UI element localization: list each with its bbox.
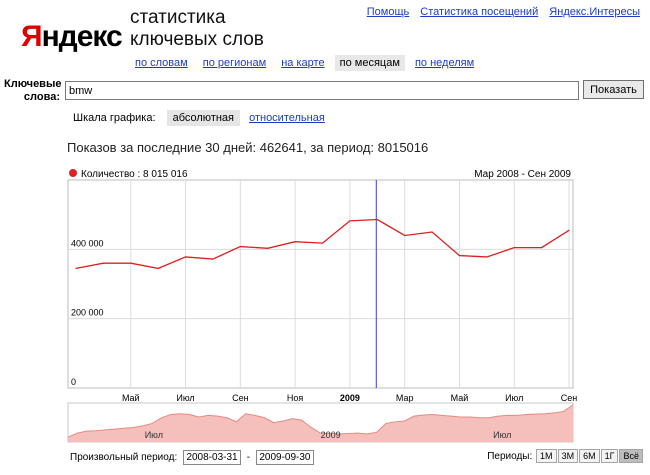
period-all-button[interactable]: Всё	[619, 449, 643, 463]
x-tick-label: Июл	[505, 393, 523, 403]
main-chart: Количество : 8 015 016 Мар 2008 - Сен 200…	[67, 169, 578, 403]
tab-by-weeks[interactable]: по неделям	[414, 57, 475, 69]
period-separator: -	[246, 452, 251, 464]
period-3m-button[interactable]: 3M	[557, 449, 579, 463]
x-tick-label: Мар	[396, 393, 414, 403]
series-point	[404, 234, 406, 237]
tab-by-words[interactable]: по словам	[135, 57, 188, 69]
y-tick-label: 0	[71, 377, 76, 387]
y-tick-label: 400 000	[71, 238, 104, 248]
x-tick-label: Сен	[561, 393, 578, 403]
series-point	[184, 256, 187, 258]
show-button[interactable]: Показать	[583, 80, 644, 99]
overview-label: Июл	[145, 430, 163, 440]
period-end-input[interactable]: 2009-09-30	[255, 450, 314, 465]
scale-relative[interactable]: относительная	[249, 112, 325, 124]
series-point	[349, 220, 351, 222]
x-tick-label: Ноя	[287, 393, 304, 403]
series-point	[458, 254, 461, 257]
periods-label: Периоды:	[487, 451, 533, 462]
top-links: Помощь Статистика посещений Яндекс.Интер…	[359, 6, 640, 18]
series-point	[321, 242, 324, 244]
series-point	[212, 258, 214, 260]
series-point	[294, 241, 296, 243]
series-point	[568, 229, 570, 231]
yandex-logo[interactable]: Яндекс	[21, 20, 123, 54]
tab-by-months[interactable]: по месяцам	[334, 55, 405, 71]
series-point	[513, 247, 515, 249]
x-tick-label: Сен	[232, 393, 249, 403]
date-range-label: Мар 2008 - Сен 2009	[474, 169, 571, 180]
plot-frame	[67, 179, 574, 389]
series-point	[102, 262, 104, 264]
x-tick-label: 2009	[340, 393, 360, 403]
series-point	[75, 267, 77, 269]
overview-line	[67, 404, 574, 438]
logo-first-letter: Я	[21, 20, 43, 53]
chart[interactable]: Количество : 8 015 016 Мар 2008 - Сен 200…	[0, 160, 650, 445]
yandex-interests-link[interactable]: Яндекс.Интересы	[549, 6, 640, 18]
x-tick-label: Май	[122, 393, 140, 403]
x-tick-label: Июл	[176, 393, 194, 403]
custom-period-label: Произвольный период:	[70, 452, 178, 464]
service-title-line1: статистика	[130, 7, 226, 28]
series-point	[541, 247, 543, 249]
series-point	[239, 245, 241, 248]
service-title-line2: ключевых слов	[130, 29, 264, 50]
series-point	[486, 256, 488, 258]
visit-stats-link[interactable]: Статистика посещений	[420, 6, 539, 18]
series-point	[376, 218, 378, 221]
custom-period: Произвольный период: 2008-03-31 - 2009-0…	[70, 450, 317, 465]
series-point	[130, 262, 132, 264]
service-title: статистика ключевых слов	[130, 7, 264, 51]
scale-label: Шкала графика:	[73, 112, 156, 124]
series-point	[157, 267, 159, 269]
impressions-summary: Показов за последние 30 дней: 462641, за…	[67, 140, 429, 155]
help-link[interactable]: Помощь	[366, 6, 410, 18]
period-1m-button[interactable]: 1M	[536, 449, 557, 463]
legend-label: Количество : 8 015 016	[81, 169, 188, 180]
overview-area	[68, 404, 573, 442]
overview-label: 2009	[321, 430, 341, 440]
mode-tabs: по словам по регионам на карте по месяца…	[130, 55, 481, 73]
overview-label: Июл	[493, 430, 511, 440]
tab-on-map[interactable]: на карте	[281, 57, 325, 69]
keywords-input[interactable]	[65, 81, 579, 100]
scale-absolute[interactable]: абсолютная	[166, 110, 241, 126]
series-point	[431, 231, 433, 233]
period-1y-button[interactable]: 1Г	[600, 449, 619, 463]
x-tick-label: Май	[451, 393, 469, 403]
period-buttons: Периоды: 1M 3M 6M 1Г Всё	[487, 449, 643, 463]
y-tick-label: 200 000	[71, 308, 104, 318]
tab-by-regions[interactable]: по регионам	[202, 57, 267, 69]
overview-chart: Июл 2009 Июл	[67, 402, 574, 443]
period-start-input[interactable]: 2008-03-31	[183, 450, 242, 465]
period-6m-button[interactable]: 6M	[579, 449, 600, 463]
series-point	[267, 247, 269, 249]
scale-selector: Шкала графика: абсолютная относительная	[73, 110, 331, 126]
logo-rest: ндекс	[41, 20, 123, 53]
keywords-label: Ключевые слова:	[4, 78, 62, 103]
legend-marker	[69, 169, 77, 177]
